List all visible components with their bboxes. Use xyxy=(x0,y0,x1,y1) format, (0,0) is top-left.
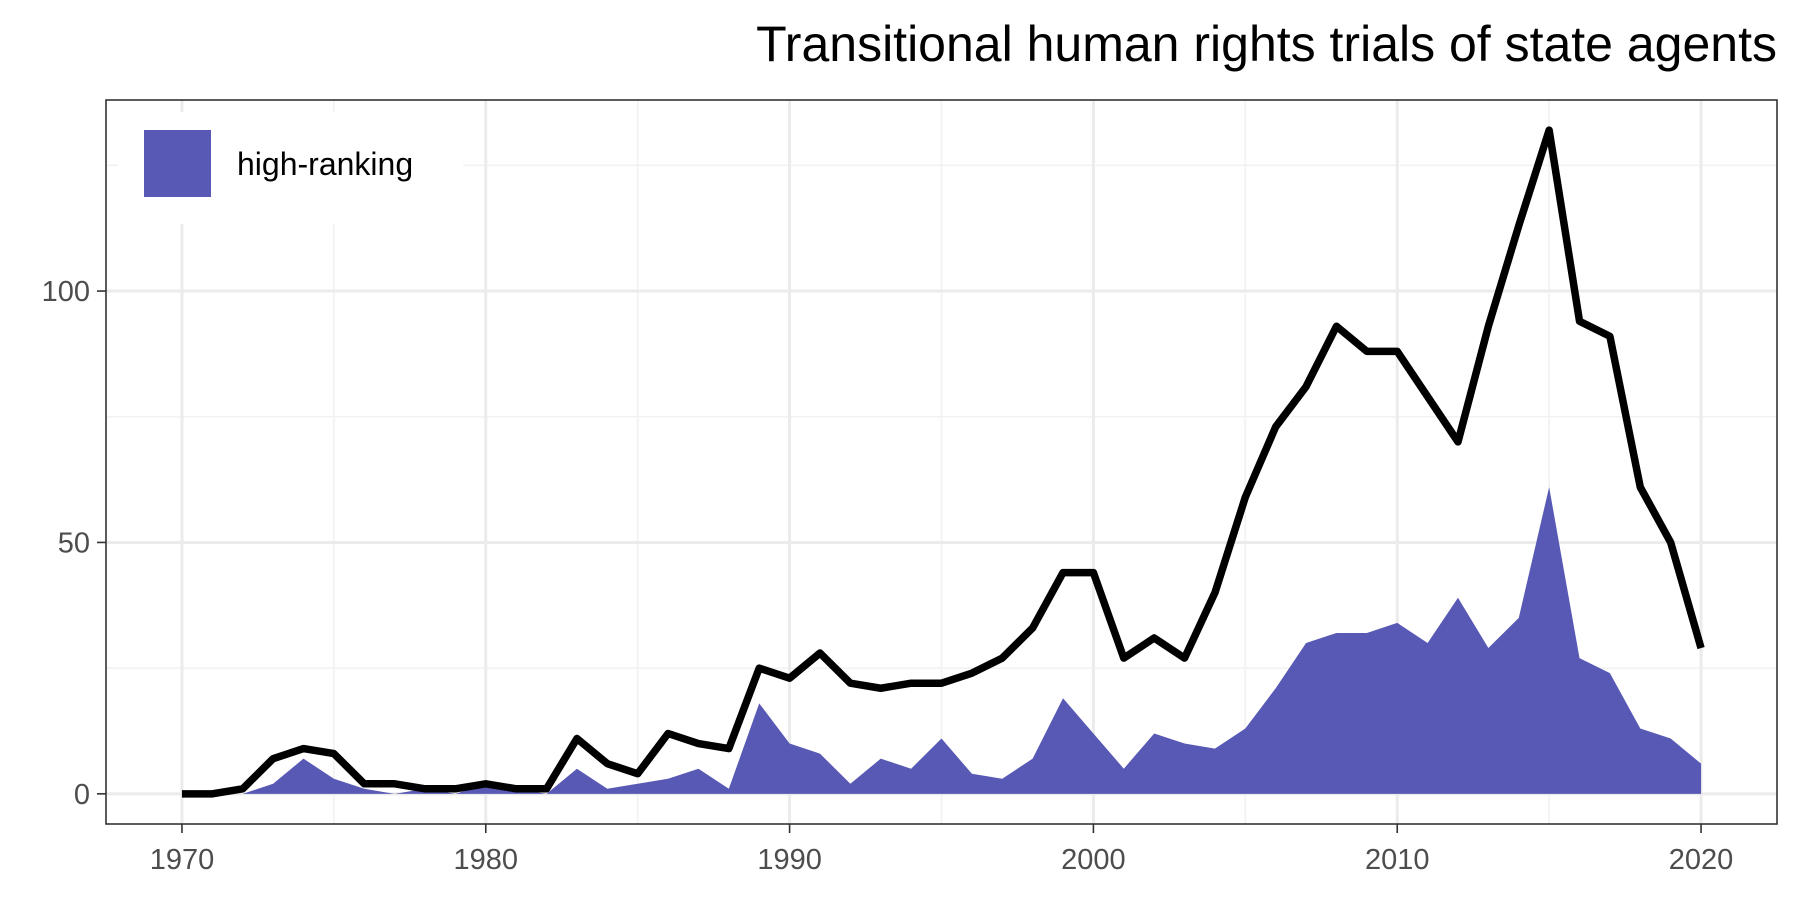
x-tick-label: 2020 xyxy=(1669,844,1734,876)
x-axis: 1970 1980 1990 2000 2010 2020 xyxy=(150,824,1734,876)
x-tick-label: 2000 xyxy=(1061,844,1126,876)
legend: high-ranking xyxy=(118,112,463,224)
x-tick-label: 2010 xyxy=(1365,844,1430,876)
legend-key-high-ranking xyxy=(144,130,211,197)
y-tick-label: 0 xyxy=(74,779,90,811)
series-area-high-ranking xyxy=(181,487,1702,794)
legend-label-high-ranking: high-ranking xyxy=(237,146,413,182)
x-tick-label: 1970 xyxy=(150,844,215,876)
y-tick-label: 50 xyxy=(58,527,90,559)
y-axis: 0 50 100 xyxy=(42,276,106,811)
plot-border xyxy=(105,99,1778,825)
x-tick-label: 1980 xyxy=(454,844,519,876)
series-line-total xyxy=(181,126,1705,798)
y-tick-label: 100 xyxy=(42,276,90,308)
x-tick-label: 1990 xyxy=(757,844,822,876)
chart-title: Transitional human rights trials of stat… xyxy=(756,16,1777,72)
series-layer xyxy=(181,126,1705,798)
